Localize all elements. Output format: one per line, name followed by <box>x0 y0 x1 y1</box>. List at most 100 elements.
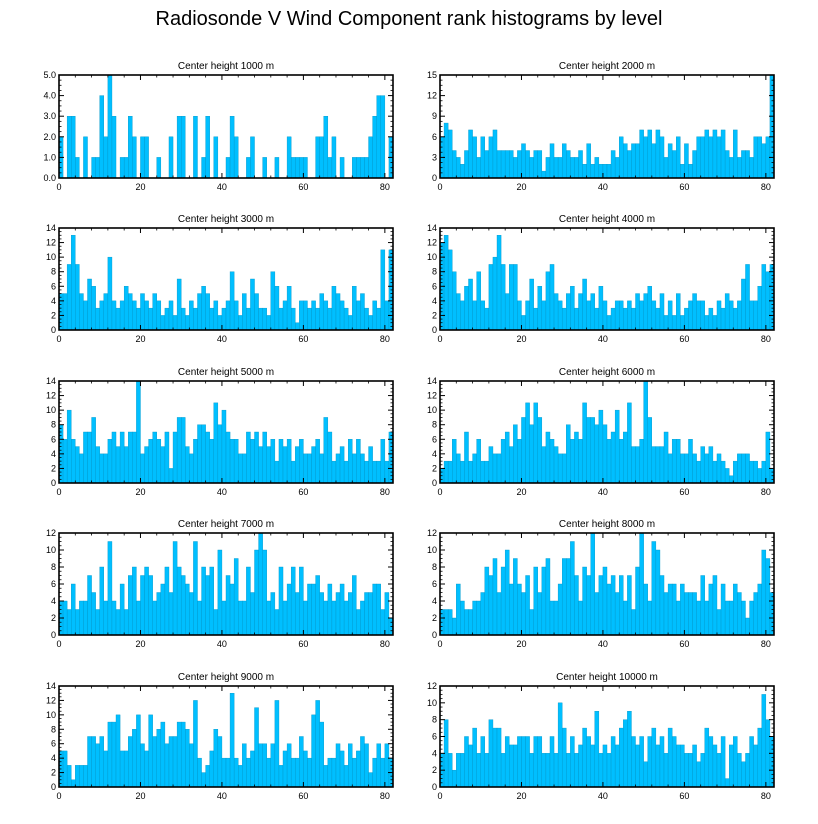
x-tick-label: 20 <box>135 487 145 497</box>
histogram-bar <box>513 157 518 179</box>
histogram-bar <box>582 278 587 331</box>
histogram-bar <box>476 439 481 484</box>
histogram-bar <box>708 446 714 484</box>
histogram-bar <box>553 446 559 484</box>
y-tick-label: 10 <box>427 252 437 262</box>
histogram-bar <box>456 293 461 331</box>
histogram-bar <box>217 549 223 636</box>
histogram-bar <box>372 115 377 179</box>
histogram-bar <box>246 431 251 484</box>
histogram-bar <box>250 278 255 331</box>
histogram-bar <box>205 765 210 788</box>
histogram-bar <box>496 235 502 331</box>
histogram-bar <box>676 600 681 636</box>
histogram-bar <box>724 293 730 331</box>
histogram-bar <box>360 453 365 484</box>
histogram-bar <box>443 460 449 484</box>
histogram-bar <box>667 727 673 788</box>
histogram-bar <box>655 549 661 636</box>
histogram-bar <box>197 424 202 484</box>
histogram-bar <box>606 753 612 788</box>
histogram-bar <box>614 300 620 331</box>
histogram-bar <box>635 566 640 636</box>
histogram-bar <box>716 300 722 331</box>
histogram-bar <box>566 293 571 331</box>
histogram-bar <box>545 753 551 788</box>
histogram-bar <box>103 453 109 484</box>
histogram-bar <box>278 307 284 331</box>
histogram-bar <box>278 765 284 788</box>
histogram-bar <box>460 753 465 788</box>
histogram-bar <box>290 157 296 179</box>
panel-title: Center height 4000 m <box>559 214 655 225</box>
histogram-bar <box>643 136 648 179</box>
y-tick-label: 2 <box>432 765 437 775</box>
panel-title: Center height 10000 m <box>556 672 658 683</box>
y-tick-label: 4 <box>51 296 56 306</box>
x-tick-label: 20 <box>135 791 145 801</box>
histogram-bar <box>606 583 612 636</box>
histogram-bar <box>180 721 186 788</box>
histogram-bar <box>619 136 624 179</box>
histogram-bar <box>733 129 738 179</box>
histogram-bar <box>667 453 673 484</box>
histogram-bar <box>258 743 263 788</box>
histogram-bar <box>663 753 669 788</box>
x-tick-label: 40 <box>217 487 227 497</box>
histogram-bar <box>724 600 730 636</box>
histogram-bar <box>590 164 595 179</box>
histogram-bar <box>307 757 312 788</box>
histogram-bar <box>582 402 587 484</box>
histogram-bar <box>655 744 661 788</box>
histogram-bar <box>262 307 267 331</box>
histogram-bar <box>140 293 145 331</box>
histogram-bar <box>659 446 665 484</box>
y-tick-label: 10 <box>46 252 56 262</box>
histogram-bar <box>574 431 579 484</box>
histogram-bar <box>529 157 534 179</box>
histogram-bar <box>339 446 345 484</box>
x-tick-label: 60 <box>679 182 689 192</box>
histogram-bar <box>335 453 341 484</box>
histogram-bar <box>521 417 526 484</box>
y-tick-label: 14 <box>46 681 56 691</box>
histogram-bar <box>452 150 457 179</box>
histogram-bar <box>460 164 465 179</box>
histogram-bar <box>488 136 494 179</box>
histogram-bar <box>172 315 178 331</box>
histogram-bar <box>757 468 762 484</box>
histogram-bar <box>627 150 632 179</box>
histogram-bar <box>372 583 377 636</box>
histogram-bar <box>205 575 210 636</box>
histogram-bar <box>700 575 705 636</box>
histogram-bar <box>737 157 742 179</box>
histogram-bar <box>307 583 312 636</box>
histogram-bar <box>372 757 377 788</box>
histogram-bar <box>348 743 353 788</box>
y-tick-label: 10 <box>46 545 56 555</box>
histogram-bar <box>533 736 538 788</box>
histogram-bar <box>323 115 329 179</box>
histogram-bar <box>290 307 296 331</box>
histogram-bar <box>144 136 149 179</box>
histogram-bar <box>765 558 771 636</box>
histogram-bar <box>303 600 308 636</box>
histogram-bar <box>627 711 632 788</box>
histogram-bar <box>185 446 190 484</box>
histogram-bar <box>242 293 247 331</box>
histogram-bar <box>598 286 604 331</box>
histogram-bar <box>537 150 543 179</box>
histogram-bar <box>164 566 170 636</box>
histogram-bar <box>311 714 316 788</box>
histogram-bar <box>319 293 324 331</box>
histogram-bar <box>659 293 665 331</box>
histogram-bar <box>476 157 481 179</box>
histogram-bar <box>578 439 583 484</box>
histogram-bar <box>189 453 194 484</box>
histogram-bar <box>225 300 231 331</box>
histogram-bar <box>352 757 357 788</box>
y-tick-label: 8 <box>432 715 437 725</box>
histogram-bar <box>456 157 461 179</box>
histogram-bar <box>176 115 182 179</box>
histogram-bar <box>327 307 333 331</box>
